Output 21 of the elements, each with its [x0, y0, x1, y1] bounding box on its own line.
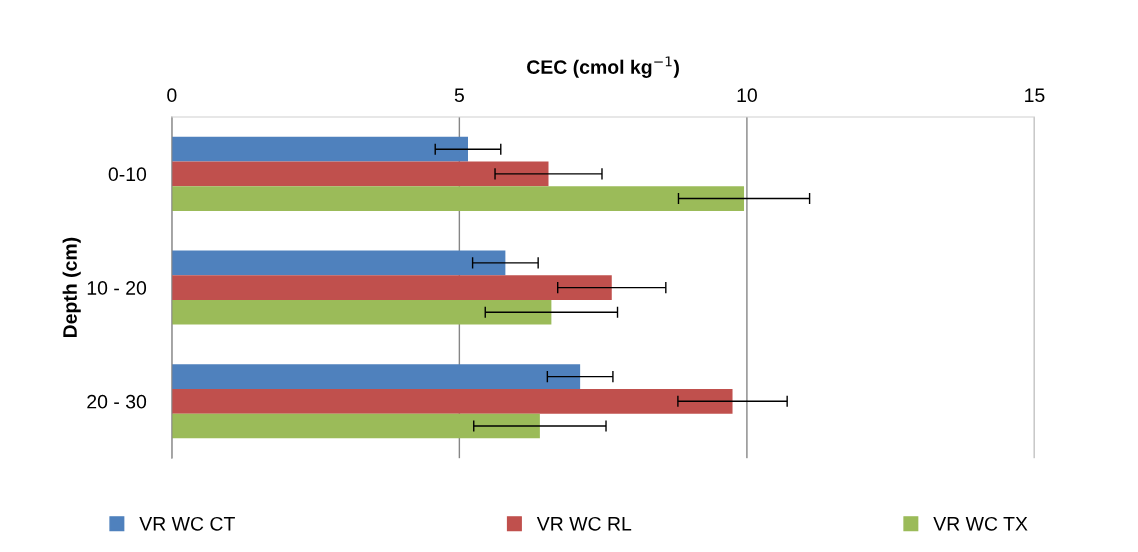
x-tick-label: 0	[167, 88, 177, 103]
bar	[171, 364, 581, 389]
y-tick-label: 20 - 30	[87, 394, 147, 409]
bar	[171, 186, 745, 211]
legend-label: VR WC RL	[536, 516, 632, 531]
y-tick-label: 0-10	[108, 167, 147, 182]
y-tick-label: 10 - 20	[87, 281, 147, 295]
bar	[171, 136, 468, 162]
bar	[171, 413, 540, 439]
legend-label: VR WC CT	[139, 516, 235, 531]
x-tick-label: 15	[1025, 88, 1045, 103]
x-tick-label: 5	[454, 88, 464, 103]
legend-label: VR WC TX	[933, 516, 1028, 531]
y-axis-title: Depth (cm)	[62, 237, 81, 338]
x-tick-label: 10	[737, 88, 757, 103]
x-axis-title: CEC (cmol kg$^{−1}$)	[527, 56, 679, 78]
bar	[171, 299, 552, 325]
bar	[171, 250, 506, 276]
bar	[171, 275, 612, 300]
bar	[171, 161, 549, 187]
bar	[171, 388, 733, 414]
